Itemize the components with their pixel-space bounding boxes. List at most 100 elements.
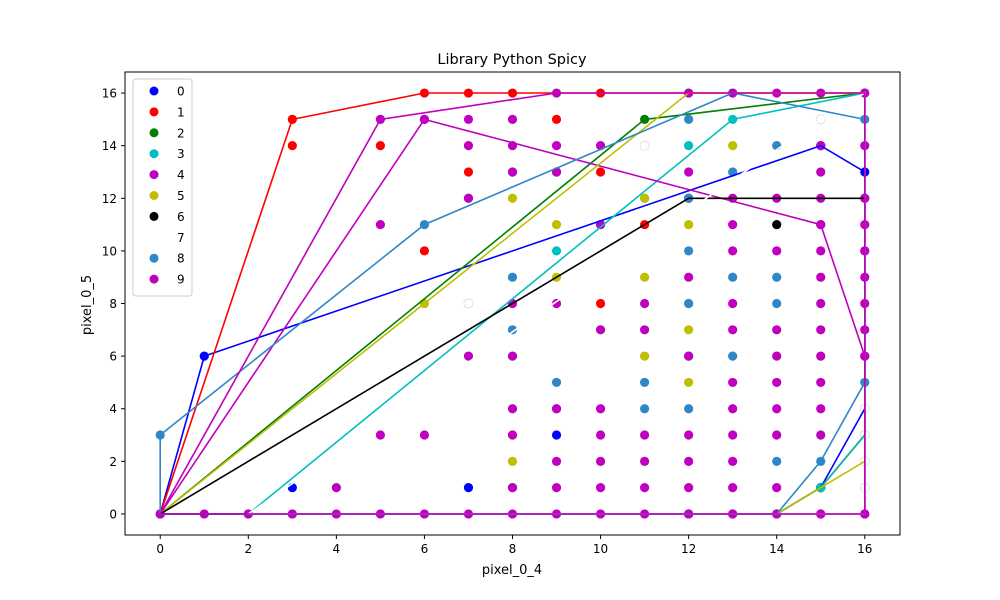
series-9-point	[772, 430, 782, 440]
series-1-point	[551, 114, 562, 124]
y-tick-label: 4	[109, 402, 117, 416]
series-9-point	[595, 430, 606, 440]
series-8-point	[684, 114, 694, 124]
legend-label-2: 2	[177, 126, 185, 140]
series-9-point	[728, 404, 738, 414]
legend-label-5: 5	[177, 189, 185, 203]
series-5-point	[684, 219, 694, 230]
series-8-point	[728, 272, 738, 282]
series-9-point	[507, 167, 518, 177]
series-9-point	[640, 298, 650, 309]
series-5-point	[507, 193, 518, 203]
series-9-point	[728, 219, 738, 230]
series-9-point	[772, 351, 782, 361]
series-3-point	[551, 246, 562, 256]
series-4-hull-line	[159, 118, 866, 515]
series-0-point	[463, 483, 474, 493]
legend-marker-5	[149, 191, 159, 200]
series-4-point	[463, 351, 474, 361]
series-8-point	[684, 298, 694, 309]
series-9-point	[772, 325, 782, 335]
series-5-point	[640, 193, 650, 203]
series-8-point	[551, 377, 562, 388]
x-tick-label: 2	[244, 542, 252, 556]
series-3-point	[684, 141, 694, 151]
legend-marker-4	[149, 170, 159, 180]
series-8-point	[640, 404, 650, 414]
x-tick-label: 6	[421, 542, 429, 556]
series-9-point	[640, 456, 650, 466]
legend-marker-7	[149, 232, 159, 243]
series-9-point	[816, 272, 826, 282]
legend-label-1: 1	[177, 105, 185, 119]
series-8-point	[772, 456, 782, 466]
legend-label-9: 9	[177, 273, 185, 287]
series-9-point	[816, 377, 826, 388]
series-9-point	[772, 377, 782, 388]
series-5-point	[640, 351, 650, 361]
series-9-point	[507, 483, 518, 493]
series-9-point	[772, 483, 782, 493]
series-9-point	[375, 219, 385, 230]
series-9-point	[640, 325, 650, 335]
series-9-point	[640, 430, 650, 440]
series-7-point	[639, 140, 650, 151]
series-5-point	[551, 219, 562, 230]
y-tick-label: 8	[109, 297, 117, 311]
x-tick-label: 12	[681, 542, 696, 556]
series-1-point	[287, 141, 297, 151]
series-7-point	[463, 298, 474, 309]
series-1-point	[595, 167, 606, 177]
series-9-point	[507, 114, 518, 124]
x-tick-label: 0	[156, 542, 164, 556]
series-5-point	[684, 325, 694, 335]
y-tick-label: 12	[102, 192, 117, 206]
series-9-point	[728, 430, 738, 440]
legend-marker-2	[149, 128, 159, 138]
series-9-point	[463, 114, 474, 124]
legend-marker-9	[149, 274, 159, 284]
series-5-point	[728, 141, 738, 151]
series-9-point	[684, 456, 694, 466]
series-9-point	[728, 325, 738, 335]
series-9-point	[728, 456, 738, 466]
y-tick-label: 0	[109, 507, 117, 521]
series-9-point	[551, 404, 562, 414]
series-9-point	[684, 483, 694, 493]
plot-area	[155, 88, 870, 519]
series-6-point	[772, 219, 782, 230]
legend-label-4: 4	[177, 168, 185, 182]
series-8-point	[772, 298, 782, 309]
legend-label-7: 7	[177, 231, 185, 245]
series-4-point	[419, 430, 430, 440]
y-tick-label: 10	[102, 244, 117, 258]
legend-marker-0	[149, 86, 159, 96]
series-9-point	[463, 193, 474, 203]
series-9-point	[640, 483, 650, 493]
series-8-point	[507, 325, 518, 335]
y-tick-label: 6	[109, 350, 117, 364]
series-9-point	[551, 456, 562, 466]
legend: 0 1 2 3 4 5 6 7 8 9	[132, 78, 193, 297]
series-9-point	[816, 167, 826, 177]
series-5-point	[640, 272, 650, 282]
legend-marker-6	[149, 211, 159, 221]
series-9-point	[551, 298, 562, 309]
series-8-point	[684, 246, 694, 256]
series-1-point	[375, 141, 385, 151]
y-axis-label: pixel_0_5	[80, 275, 95, 335]
legend-marker-3	[149, 149, 159, 159]
series-9-point	[684, 430, 694, 440]
series-8-point	[728, 351, 738, 361]
series-9-point	[684, 167, 694, 177]
legend-label-6: 6	[177, 210, 185, 224]
series-9-point	[772, 404, 782, 414]
series-9-point	[595, 456, 606, 466]
y-tick-label: 14	[102, 139, 117, 153]
series-1-point	[595, 298, 606, 309]
series-5-point	[507, 456, 518, 466]
series-1-point	[419, 246, 430, 256]
legend-box	[132, 78, 193, 297]
